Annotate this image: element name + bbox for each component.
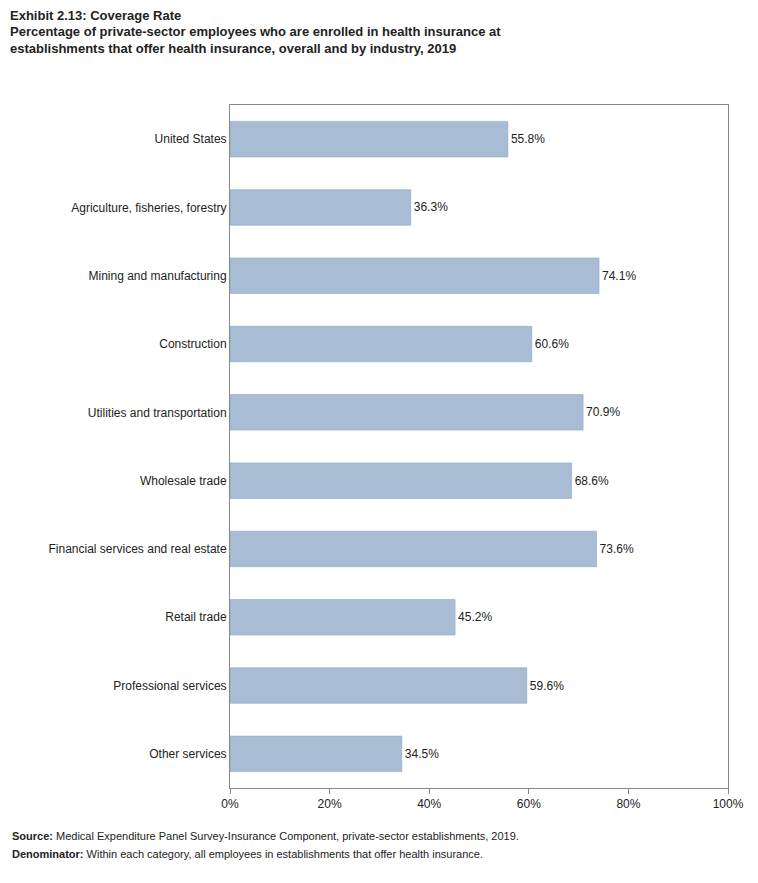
svg-text:40%: 40% xyxy=(417,797,441,811)
svg-text:34.5%: 34.5% xyxy=(405,747,439,761)
svg-text:Denominator: Within each categ: Denominator: Within each category, all e… xyxy=(12,848,483,860)
svg-text:59.6%: 59.6% xyxy=(530,679,564,693)
svg-text:60.6%: 60.6% xyxy=(535,337,569,351)
svg-text:74.1%: 74.1% xyxy=(602,269,636,283)
svg-text:80%: 80% xyxy=(616,797,640,811)
svg-text:Exhibit 2.13: Coverage RatePer: Exhibit 2.13: Coverage RatePercentage of… xyxy=(10,8,501,57)
svg-text:45.2%: 45.2% xyxy=(458,610,492,624)
svg-text:36.3%: 36.3% xyxy=(414,200,448,214)
svg-text:Utilities and transportation: Utilities and transportation xyxy=(88,406,227,420)
svg-text:68.6%: 68.6% xyxy=(575,474,609,488)
svg-text:Source: Medical Expenditure Pa: Source: Medical Expenditure Panel Survey… xyxy=(12,830,519,842)
svg-text:Retail trade: Retail trade xyxy=(165,610,227,624)
svg-text:Wholesale trade: Wholesale trade xyxy=(140,474,227,488)
svg-text:0%: 0% xyxy=(221,797,239,811)
svg-text:Agriculture, fisheries, forest: Agriculture, fisheries, forestry xyxy=(71,201,226,215)
svg-text:Professional services: Professional services xyxy=(113,679,226,693)
svg-text:Other services: Other services xyxy=(149,747,226,761)
svg-text:Financial services and real es: Financial services and real estate xyxy=(49,542,227,556)
svg-text:20%: 20% xyxy=(318,797,342,811)
svg-text:55.8%: 55.8% xyxy=(511,132,545,146)
svg-text:70.9%: 70.9% xyxy=(586,405,620,419)
svg-text:Mining and manufacturing: Mining and manufacturing xyxy=(89,269,227,283)
svg-text:Construction: Construction xyxy=(159,337,226,351)
svg-text:United States: United States xyxy=(155,132,227,146)
svg-text:73.6%: 73.6% xyxy=(600,542,634,556)
svg-text:60%: 60% xyxy=(517,797,541,811)
svg-text:100%: 100% xyxy=(713,797,744,811)
